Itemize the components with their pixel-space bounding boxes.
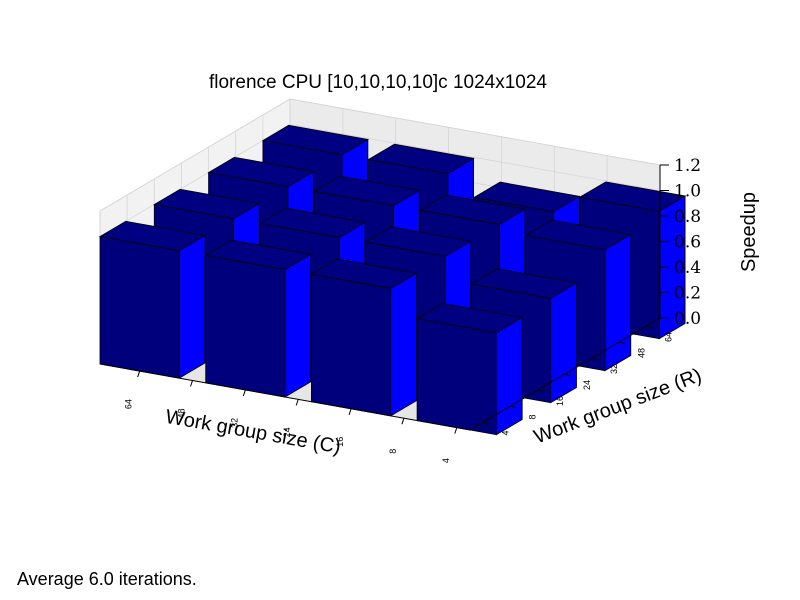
- y-tick: [510, 405, 517, 409]
- x-axis-line: [99, 363, 471, 431]
- bar-front-face: [310, 273, 392, 417]
- bar-side-face: [550, 282, 577, 404]
- bar-side-face: [178, 234, 206, 379]
- bar-top-face: [524, 219, 632, 251]
- y-tick-label: 48: [636, 348, 646, 358]
- bar-top-face: [364, 226, 472, 257]
- bar-top-face: [578, 181, 687, 212]
- bar-4-4: [415, 302, 524, 436]
- y-tick: [564, 373, 572, 377]
- footer-note: Average 6.0 iterations.: [17, 569, 197, 589]
- x-tick: [401, 418, 405, 425]
- z-axis-label: Speedup: [738, 192, 760, 272]
- z-tick-label: 0.8: [674, 207, 701, 227]
- bar-64-4: [98, 220, 207, 379]
- bar-top-face: [204, 239, 312, 270]
- z-tick-label: 1.0: [674, 182, 701, 202]
- bar-side-face: [495, 316, 523, 436]
- bar-top-face: [470, 268, 578, 299]
- bar-top-face: [153, 188, 261, 220]
- x-tick-label: 48: [177, 408, 187, 418]
- bar-top-face: [258, 207, 367, 238]
- x-tick: [242, 389, 246, 397]
- x-tick-label: 64: [124, 399, 134, 409]
- x-tick-label: 24: [282, 427, 292, 437]
- x-tick-label: 8: [388, 449, 398, 454]
- z-tick-label: 0.0: [674, 309, 701, 329]
- y-tick: [483, 421, 490, 425]
- bar-side-face: [604, 233, 632, 372]
- bar-top-face: [207, 156, 315, 188]
- y-tick: [619, 341, 626, 345]
- bar-side-face: [390, 272, 417, 417]
- x-tick: [137, 370, 141, 378]
- z-tick-label: 1.2: [674, 156, 701, 176]
- y-tick-label: 8: [528, 414, 538, 419]
- y-tick-label: 24: [582, 380, 592, 390]
- axes-group: 6448322416844816243248640.00.20.40.60.81…: [99, 156, 701, 463]
- x-tick-label: 4: [441, 458, 451, 463]
- bar-side-face: [284, 253, 312, 398]
- bar-top-face: [310, 258, 418, 289]
- bar-16-4: [310, 258, 418, 417]
- z-tick-label: 0.4: [674, 258, 701, 278]
- y-tick: [646, 325, 653, 329]
- bar-top-face: [261, 124, 370, 156]
- z-tick-label: 0.6: [674, 233, 701, 253]
- x-tick: [190, 380, 193, 387]
- x-axis-label: Work group size (C): [164, 406, 343, 458]
- y-tick-label: 64: [663, 332, 673, 342]
- y-tick: [591, 357, 599, 361]
- bar-front-face: [205, 254, 286, 398]
- bar-front-face: [99, 236, 180, 379]
- bar-top-face: [473, 181, 581, 212]
- bar-top-face: [98, 220, 207, 252]
- x-tick-label: 32: [229, 418, 239, 428]
- bars-group: [98, 124, 687, 436]
- bar-front-face: [416, 318, 497, 436]
- y-tick-label: 4: [501, 430, 511, 435]
- bar-top-face: [367, 143, 475, 174]
- x-tick: [295, 399, 299, 406]
- bar-32-4: [204, 239, 312, 398]
- bar-top-face: [415, 302, 524, 334]
- bar-top-face: [418, 194, 527, 225]
- x-tick: [348, 408, 352, 415]
- y-tick-label: 32: [609, 364, 619, 374]
- chart-title: florence CPU [10,10,10,10]c 1024x1024: [209, 72, 547, 93]
- x-tick: [454, 427, 458, 434]
- x-tick-label: 16: [335, 437, 345, 447]
- y-tick: [537, 389, 545, 393]
- z-tick-label: 0.2: [674, 284, 701, 304]
- y-tick-label: 16: [555, 396, 565, 406]
- bar-top-face: [313, 175, 421, 206]
